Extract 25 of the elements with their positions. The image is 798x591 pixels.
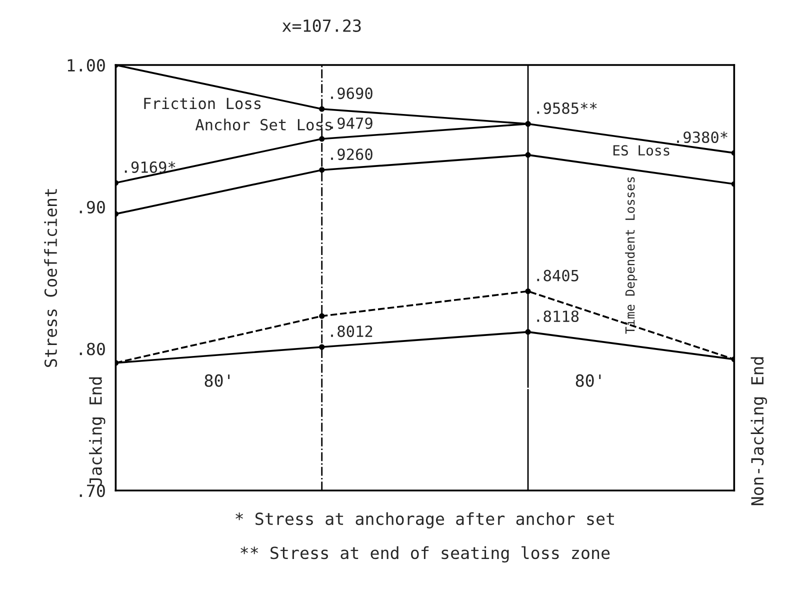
annotation: Anchor Set Loss [195,118,332,130]
data-label: .9260 [331,148,372,160]
text: ** Stress at end of seating loss zone [240,546,610,563]
text: * Stress at anchorage after anchor set [236,512,614,528]
annotation: 80' [204,374,230,387]
data-label: .9690 [331,88,372,100]
y-tick-label: .80 [80,342,105,356]
data-label: .8012 [331,326,372,338]
data-label: .9479 [331,117,372,130]
data-label: .8118 [537,310,579,322]
y-tick-label: .70 [80,484,105,498]
text: Non-Jacking End [750,357,768,506]
y-tick-label: .90 [80,200,105,214]
y-axis-title: Stress Coefficient [44,189,58,367]
y-tick-label: 1.00 [68,59,105,72]
text: x=107.23 [282,19,361,32]
data-label: .9585** [537,102,597,114]
annotation: Friction Loss [144,97,261,110]
text: Jacking End [89,377,106,486]
annotation: ES Loss [613,145,670,156]
data-label: .9380* [677,131,728,144]
data-label: .8405 [537,270,578,282]
data-label: .9169* [124,161,176,173]
annotation: 80' [576,374,601,387]
annotation: Time Dependent Losses [625,177,638,334]
